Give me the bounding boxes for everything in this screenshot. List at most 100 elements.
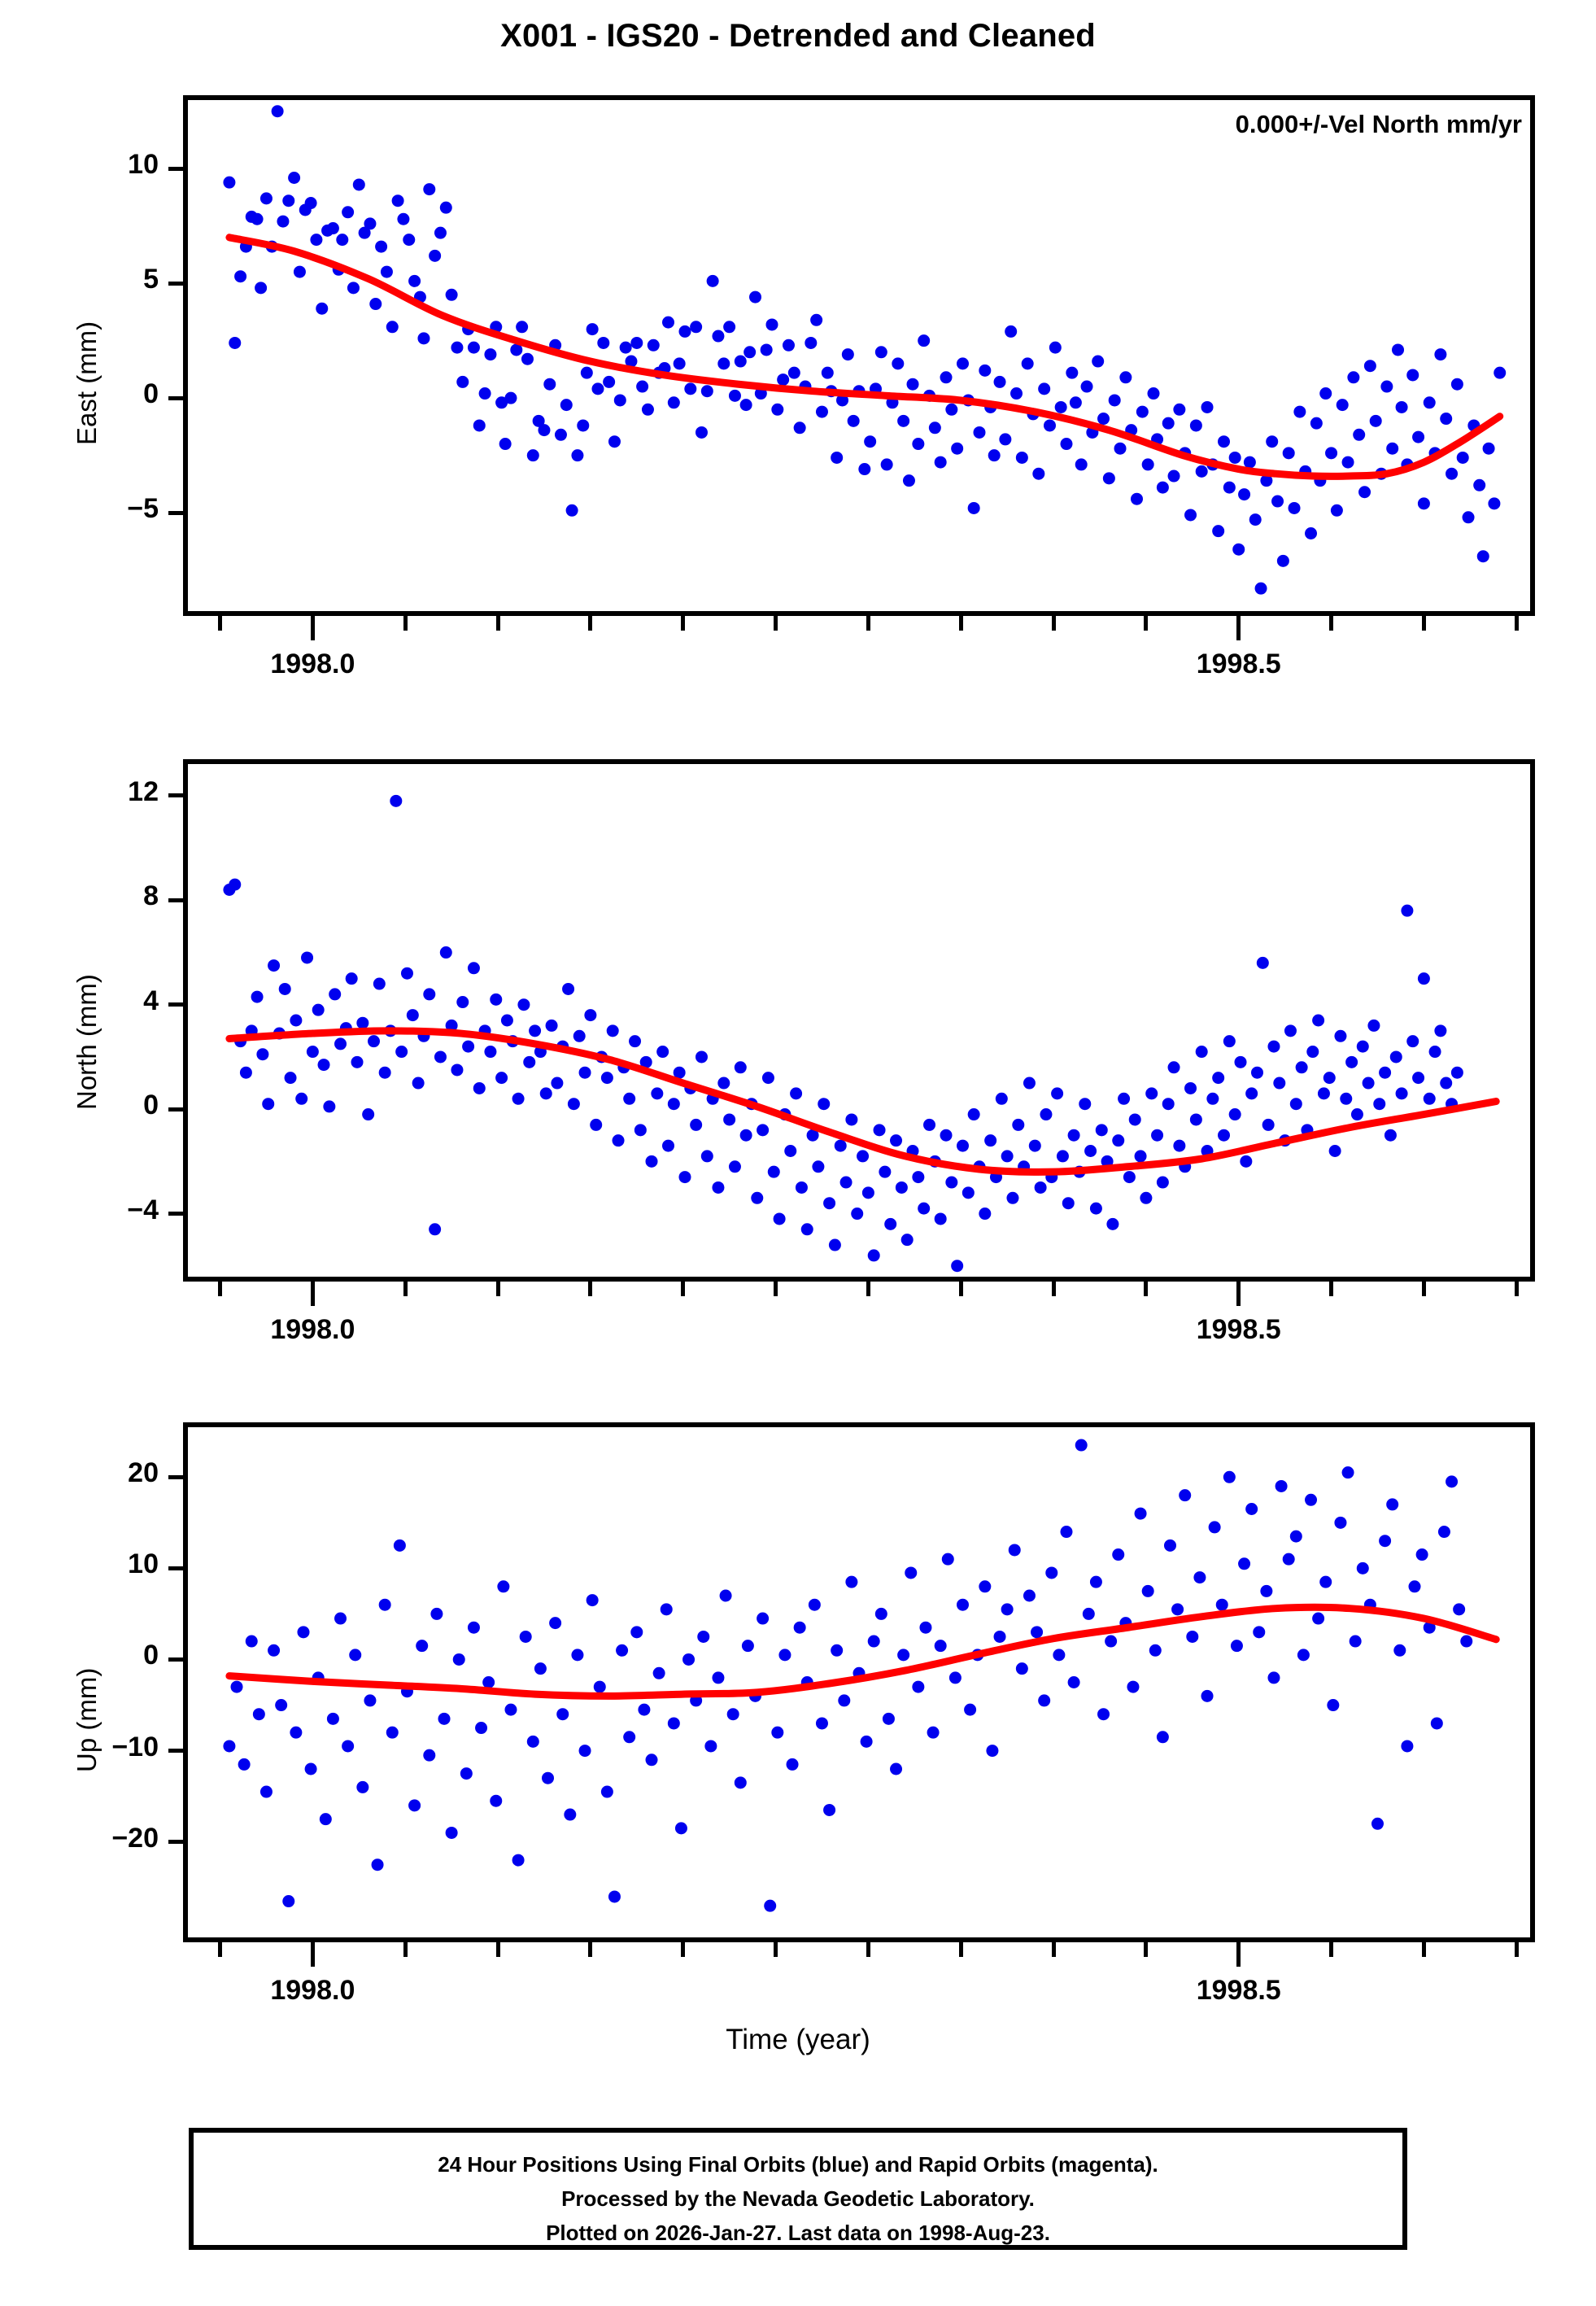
data-point: [1201, 400, 1214, 413]
data-point: [1062, 1197, 1075, 1210]
data-point: [1097, 413, 1110, 426]
data-point: [586, 1594, 599, 1607]
data-point: [317, 1059, 330, 1072]
data-point: [1060, 438, 1073, 451]
y-axis-title-up: Up (mm): [72, 1667, 102, 1772]
x-major-tick-up: [310, 1942, 315, 1967]
data-point: [499, 438, 512, 451]
data-point: [823, 1197, 836, 1210]
data-point: [1114, 442, 1127, 455]
data-point: [765, 318, 778, 331]
data-point: [630, 336, 643, 349]
x-tick-label-east: 1998.5: [1196, 649, 1281, 679]
data-point: [473, 419, 486, 432]
data-point: [542, 1771, 555, 1784]
data-point: [1223, 481, 1236, 494]
data-point: [1189, 1113, 1202, 1126]
data-point: [1054, 400, 1067, 413]
data-point: [651, 1087, 664, 1100]
y-tick-label-east: −5: [127, 493, 159, 525]
y-tick-up: [168, 1657, 183, 1662]
data-point: [580, 366, 593, 379]
data-point: [741, 1640, 754, 1653]
data-point: [1163, 1539, 1176, 1552]
data-point: [1446, 1475, 1459, 1488]
data-point: [1453, 1603, 1466, 1616]
data-point: [1434, 348, 1447, 361]
data-point: [504, 1703, 517, 1716]
data-point: [400, 967, 413, 980]
data-point: [1238, 1557, 1251, 1570]
data-point: [1323, 1072, 1336, 1085]
data-point: [1288, 501, 1301, 514]
data-point: [1215, 1598, 1228, 1611]
data-point: [1147, 387, 1160, 400]
data-point: [616, 1644, 629, 1657]
data-point: [919, 1621, 932, 1634]
data-point: [238, 1758, 251, 1771]
x-minor-tick-north: [1329, 1282, 1334, 1296]
data-point: [1312, 1612, 1325, 1625]
data-point: [429, 1223, 442, 1236]
data-point: [700, 385, 713, 398]
data-point: [1195, 465, 1208, 478]
data-point: [1060, 1526, 1073, 1539]
data-point: [255, 282, 268, 295]
data-point: [229, 878, 242, 891]
data-point: [900, 1234, 914, 1247]
data-point: [979, 1580, 992, 1593]
x-minor-tick-east: [1144, 616, 1149, 631]
x-minor-tick-up: [403, 1942, 408, 1957]
data-point: [282, 194, 295, 207]
data-point: [773, 1212, 786, 1225]
y-tick-east: [168, 281, 183, 286]
data-point: [1336, 399, 1349, 412]
data-point: [934, 456, 947, 469]
data-point: [636, 380, 649, 393]
data-point: [429, 249, 442, 262]
data-point: [1101, 1155, 1114, 1168]
data-point: [1228, 1108, 1241, 1121]
data-point: [1044, 419, 1056, 432]
data-point: [1028, 1139, 1041, 1152]
data-point: [445, 1826, 458, 1839]
x-minor-tick-up: [218, 1942, 223, 1957]
data-point: [408, 1799, 421, 1812]
data-point: [1467, 0, 1480, 7]
data-point: [857, 1150, 870, 1163]
data-point: [1223, 1035, 1236, 1048]
footer-note-box: 24 Hour Positions Using Final Orbits (bl…: [189, 2128, 1407, 2250]
data-point: [304, 197, 317, 210]
y-tick-label-up: 10: [128, 1548, 159, 1580]
data-point: [1023, 1589, 1036, 1602]
data-point: [326, 1712, 339, 1725]
data-point: [734, 1776, 747, 1789]
y-tick-label-north: 8: [143, 880, 159, 912]
data-point: [371, 1858, 384, 1871]
data-point: [674, 1822, 687, 1835]
data-point: [995, 1092, 1008, 1105]
data-point: [512, 1854, 525, 1867]
data-point: [1256, 956, 1269, 969]
data-point: [957, 357, 969, 370]
data-point: [277, 215, 290, 228]
x-minor-tick-up: [681, 1942, 686, 1957]
y-tick-label-north: 4: [143, 985, 159, 1016]
data-point: [1395, 1087, 1408, 1100]
data-point: [434, 226, 447, 239]
data-point: [1021, 357, 1034, 370]
data-point: [380, 265, 393, 278]
data-point: [223, 176, 236, 189]
data-point: [1173, 1139, 1186, 1152]
data-point: [1243, 456, 1256, 469]
data-point: [510, 343, 523, 356]
data-point: [623, 1092, 636, 1105]
data-point: [539, 1087, 552, 1100]
x-minor-tick-north: [1051, 1282, 1056, 1296]
data-point: [1401, 904, 1414, 917]
data-point: [951, 442, 964, 455]
x-tick-label-up: 1998.0: [270, 1975, 355, 2006]
data-point: [347, 282, 360, 295]
data-point: [1267, 1671, 1280, 1684]
